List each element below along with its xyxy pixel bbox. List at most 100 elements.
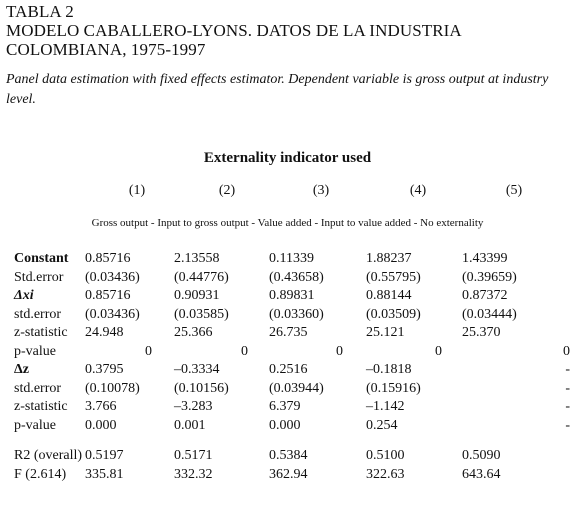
cell-value: 0.87372 [462, 288, 508, 303]
row-label: F (2.614) [14, 466, 67, 482]
cell-value: 0 [435, 343, 442, 359]
cell-value: –0.3334 [174, 362, 220, 377]
row-label: R2 (overall) [14, 448, 83, 463]
cell-value: (0.03360) [269, 306, 324, 322]
table-row: z-statistic 24.948 25.366 26.735 25.121 25.37… [14, 324, 574, 343]
row-label: std.error [14, 380, 62, 396]
cell-value: - [565, 417, 570, 433]
table-heading: Externality indicator used [203, 150, 372, 166]
cell-value: (0.55795) [366, 269, 421, 285]
column-number: (4) [409, 183, 427, 198]
row-label: Δxi [14, 288, 34, 303]
title-line-2: MODELO CABALLERO-LYONS. DATOS DE LA INDU… [6, 21, 462, 40]
table-row: std.error (0.03436) (0.03585) (0.03360) (0.0… [14, 306, 574, 325]
cell-value: (0.03436) [85, 306, 140, 322]
cell-value: - [565, 362, 570, 377]
row-label: Std.error [14, 269, 64, 285]
table-row: F (2.614) 335.81 332.32 362.94 322.63 643.64 [14, 466, 574, 485]
cell-value: 0.001 [174, 417, 206, 433]
cell-value: 0 [145, 343, 152, 359]
cell-value: 2.13558 [174, 251, 220, 266]
title-line-3: COLOMBIANA, 1975-1997 [6, 40, 206, 59]
cell-value: 0.89831 [269, 288, 315, 303]
row-gap [14, 435, 574, 447]
cell-value: 25.121 [366, 325, 405, 340]
table-title: TABLA 2 MODELO CABALLERO-LYONS. DATOS DE… [6, 2, 462, 59]
column-number: (2) [218, 183, 236, 198]
cell-value: (0.03436) [85, 269, 140, 285]
cell-value: (0.03444) [462, 306, 517, 322]
cell-value: –3.283 [174, 399, 213, 414]
cell-value: 0.90931 [174, 288, 220, 303]
table-row: Constant 0.85716 2.13558 0.11339 1.88237 1.43… [14, 250, 574, 269]
cell-value: –0.1818 [366, 362, 412, 377]
table-row: R2 (overall) 0.5197 0.5171 0.5384 0.5100 0.50… [14, 447, 574, 466]
cell-value: 643.64 [462, 466, 501, 482]
cell-value: 335.81 [85, 466, 124, 482]
table-row: Δxi 0.85716 0.90931 0.89831 0.88144 0.87372 [14, 287, 574, 306]
cell-value: 6.379 [269, 399, 301, 414]
cell-value: 322.63 [366, 466, 405, 482]
cell-value: 0.5100 [366, 448, 405, 463]
cell-value: 362.94 [269, 466, 308, 482]
cell-value: (0.10156) [174, 380, 229, 396]
cell-value: (0.10078) [85, 380, 140, 396]
table-caption: Panel data estimation with fixed effects… [6, 72, 549, 107]
cell-value: 26.735 [269, 325, 308, 340]
cell-value: (0.03509) [366, 306, 421, 322]
cell-value: 0.5384 [269, 448, 308, 463]
cell-value: –1.142 [366, 399, 405, 414]
cell-value: 0 [336, 343, 343, 359]
table-row: z-statistic 3.766 –3.283 6.379 –1.142 - [14, 398, 574, 417]
cell-value: (0.15916) [366, 380, 421, 396]
cell-value: (0.03585) [174, 306, 229, 322]
cell-value: 0.11339 [269, 251, 314, 266]
table-row: Δz 0.3795 –0.3334 0.2516 –0.1818 - [14, 361, 574, 380]
column-number: (5) [505, 183, 523, 198]
cell-value: 3.766 [85, 399, 117, 414]
cell-value: 0.3795 [85, 362, 124, 377]
cell-value: 0 [563, 343, 570, 359]
column-number: (1) [128, 183, 146, 198]
table-row: std.error (0.10078) (0.10156) (0.03944) (0.1… [14, 380, 574, 399]
row-label: std.error [14, 306, 62, 322]
cell-value: 0 [241, 343, 248, 359]
cell-value: - [565, 380, 570, 396]
column-number: (3) [312, 183, 330, 198]
cell-value: 1.43399 [462, 251, 508, 266]
cell-value: (0.39659) [462, 269, 517, 285]
cell-value: 0.2516 [269, 362, 308, 377]
cell-value: 0.88144 [366, 288, 412, 303]
cell-value: 0.5171 [174, 448, 213, 463]
row-label: Constant [14, 251, 69, 266]
cell-value: 0.85716 [85, 251, 131, 266]
row-label: z-statistic [14, 325, 68, 340]
table-row: p-value 0 0 0 0 0 [14, 343, 574, 362]
row-label: p-value [14, 417, 56, 433]
cell-value: (0.03944) [269, 380, 324, 396]
cell-value: 0.254 [366, 417, 398, 433]
cell-value: - [565, 399, 570, 414]
cell-value: 0.000 [269, 417, 301, 433]
table-row: p-value 0.000 0.001 0.000 0.254 - [14, 417, 574, 436]
table-body: Constant 0.85716 2.13558 0.11339 1.88237 1.43… [14, 250, 574, 484]
cell-value: (0.43658) [269, 269, 324, 285]
cell-value: 0.000 [85, 417, 117, 433]
cell-value: 332.32 [174, 466, 213, 482]
row-label: p-value [14, 343, 56, 359]
row-label: z-statistic [14, 399, 68, 414]
table-row: Std.error (0.03436) (0.44776) (0.43658) (0.5… [14, 269, 574, 288]
cell-value: 0.85716 [85, 288, 131, 303]
cell-value: 0.5197 [85, 448, 124, 463]
column-numbers: (1) (2) (3) (4) (5) [0, 183, 575, 201]
indicator-list: Gross output - Input to gross output - V… [91, 217, 484, 229]
cell-value: 25.370 [462, 325, 501, 340]
title-line-1: TABLA 2 [6, 2, 74, 21]
cell-value: 0.5090 [462, 448, 501, 463]
row-label: Δz [14, 362, 29, 377]
cell-value: 24.948 [85, 325, 124, 340]
cell-value: 25.366 [174, 325, 213, 340]
cell-value: 1.88237 [366, 251, 412, 266]
cell-value: (0.44776) [174, 269, 229, 285]
